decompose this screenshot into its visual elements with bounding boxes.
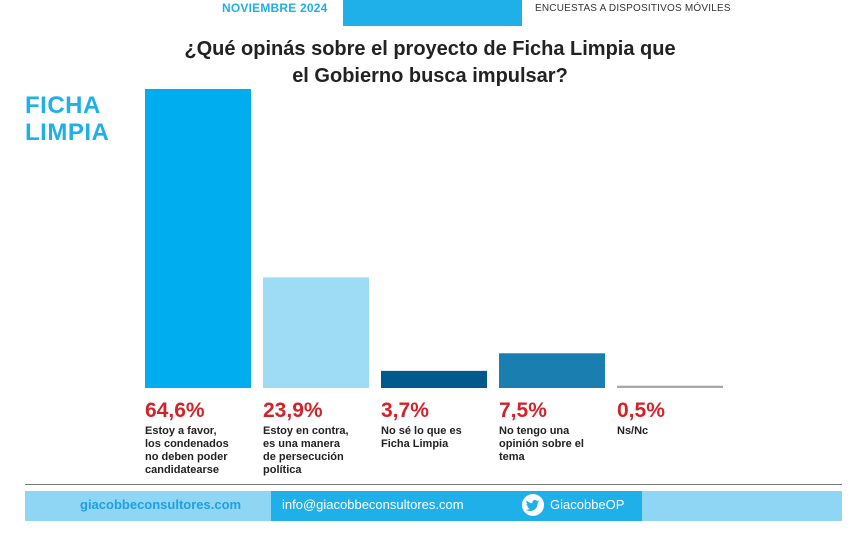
bar-1 [145,89,251,388]
value-label-3: 3,7% [381,399,429,422]
category-label-4-line-3: tema [499,451,526,463]
category-label-2-line-1: Estoy en contra, [263,425,349,437]
bar-3 [381,370,487,388]
chart-title-line-1: ¿Qué opinás sobre el proyecto de Ficha L… [184,38,676,60]
category-label-5-line-1: Ns/Nc [617,425,648,437]
category-label-1-line-2: los condenados [145,438,229,450]
value-label-2: 23,9% [263,399,323,422]
bar-4 [499,353,605,388]
category-label-2-line-3: de persecución [263,451,344,463]
category-label-2-line-4: política [263,464,302,476]
category-label-4-line-2: opinión sobre el [499,438,584,450]
value-label-4: 7,5% [499,399,547,422]
twitter-icon[interactable] [522,494,544,516]
footer-website-link[interactable]: giacobbeconsultores.com [80,497,242,512]
category-label-1-line-4: candidatearse [145,464,219,476]
topic-brand-line-2: LIMPIA [25,119,110,146]
category-label-2-line-2: es una manera [263,438,341,450]
chart-title-line-2: el Gobierno busca impulsar? [292,65,568,87]
value-label-1: 64,6% [145,399,205,422]
footer-email-box [271,491,512,521]
survey-type: ENCUESTAS A DISPOSITIVOS MÓVILES [535,3,731,14]
report-date: NOVIEMBRE 2024 [222,1,328,15]
footer-twitter-handle[interactable]: GiacobbeOP [550,497,625,512]
category-label-3-line-2: Ficha Limpia [381,438,449,450]
category-label-1-line-1: Estoy a favor, [145,425,217,437]
value-label-5: 0,5% [617,399,665,422]
chart-title: ¿Qué opinás sobre el proyecto de Ficha L… [150,36,710,90]
divider-line [25,484,842,485]
topic-brand: FICHA LIMPIA [25,92,109,146]
category-label-3-line-1: No sé lo que es [381,425,462,437]
category-label-1-line-3: no deben poder [145,451,228,463]
bar-2 [263,277,369,388]
topic-brand-line-1: FICHA [25,92,101,119]
category-label-4-line-1: No tengo una [499,425,570,437]
footer-email-link[interactable]: info@giacobbeconsultores.com [282,497,464,512]
header-accent-bar [343,0,522,26]
bar-5 [617,385,723,388]
